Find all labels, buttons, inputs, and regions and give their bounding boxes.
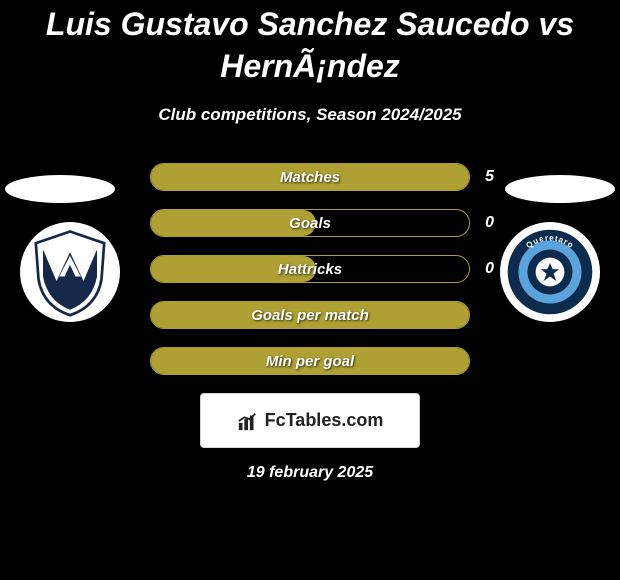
monterrey-crest-icon [25,227,115,317]
stat-label: Min per goal [151,353,469,370]
team-crest-right: Queretaro [500,222,600,322]
brand-name: FcTables.com [265,410,384,431]
brand-logo-box: FcTables.com [200,393,420,448]
player-right-ellipse [505,175,615,203]
queretaro-crest-icon: Queretaro [505,227,595,317]
stat-value-right: 0 [485,214,494,232]
stat-label: Goals per match [151,307,469,324]
stat-row-min-per-goal: Min per goal [150,347,470,375]
stat-value-right: 5 [485,168,494,186]
bar-chart-icon [237,410,259,432]
stat-row-goals-per-match: Goals per match [150,301,470,329]
stat-label: Goals [151,215,469,232]
stat-row-matches: Matches 5 [150,163,470,191]
page-subtitle: Club competitions, Season 2024/2025 [0,105,620,125]
stat-label: Matches [151,169,469,186]
page-title: Luis Gustavo Sanchez Saucedo vs HernÃ¡nd… [0,0,620,87]
stat-value-right: 0 [485,260,494,278]
stat-row-hattricks: Hattricks 0 [150,255,470,283]
team-crest-left [20,222,120,322]
date-text: 19 february 2025 [0,464,620,482]
stat-label: Hattricks [151,261,469,278]
stat-row-goals: Goals 0 [150,209,470,237]
player-left-ellipse [5,175,115,203]
